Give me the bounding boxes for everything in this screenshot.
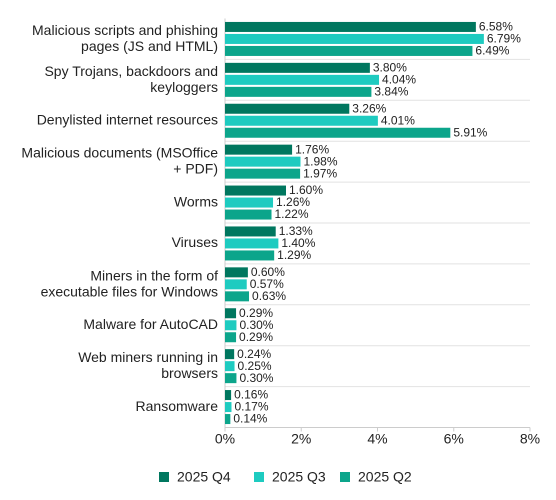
category-label: Web miners running in browsers: [78, 349, 218, 381]
value-label: 1.40%: [281, 236, 315, 250]
value-label: 0.30%: [239, 318, 273, 332]
value-label: 5.91%: [453, 125, 487, 139]
bar: [225, 402, 232, 413]
category-label: Malware for AutoCAD: [83, 316, 218, 332]
category-label: Miners in the form of executable files fo…: [41, 267, 219, 299]
value-label: 6.79%: [487, 32, 521, 46]
legend-label: 2025 Q3: [272, 469, 326, 485]
category-label: Worms: [174, 193, 218, 209]
x-tick-label: 4%: [367, 431, 387, 447]
value-label: 1.76%: [295, 142, 329, 156]
value-label: 0.24%: [237, 347, 271, 361]
bar: [225, 86, 372, 97]
value-label: 0.30%: [239, 371, 273, 385]
category-label: Malicious scripts and phishing pages (JS …: [32, 22, 218, 54]
legend-swatch: [254, 472, 264, 482]
bar: [225, 156, 301, 167]
value-label: 0.60%: [251, 265, 285, 279]
bar: [225, 45, 473, 56]
bar: [225, 21, 476, 32]
value-label: 6.49%: [475, 44, 509, 58]
x-tick-label: 2%: [291, 431, 311, 447]
value-label: 0.29%: [239, 306, 273, 320]
category-label: Malicious documents (MSOffice + PDF): [21, 144, 218, 176]
bar: [225, 308, 237, 319]
bar: [225, 390, 232, 401]
category-label: Ransomware: [136, 398, 219, 414]
value-label: 0.25%: [238, 359, 272, 373]
value-label: 3.80%: [373, 61, 407, 75]
bar: [225, 226, 276, 237]
bar: [225, 238, 279, 249]
value-label: 0.16%: [234, 388, 268, 402]
value-label: 0.14%: [233, 412, 267, 426]
value-label: 1.97%: [303, 166, 337, 180]
value-label: 4.01%: [381, 113, 415, 127]
bar: [225, 320, 237, 331]
bar: [225, 74, 380, 85]
value-label: 1.29%: [277, 248, 311, 262]
bar: [225, 127, 451, 138]
bar: [225, 349, 235, 360]
bar: [225, 361, 235, 372]
x-tick-label: 0%: [215, 431, 235, 447]
value-label: 0.57%: [250, 277, 284, 291]
bar: [225, 267, 248, 278]
legend-swatch: [340, 472, 350, 482]
value-label: 0.63%: [252, 289, 286, 303]
bar: [225, 332, 237, 343]
bar: [225, 168, 301, 179]
legend-label: 2025 Q2: [358, 469, 412, 485]
bar: [225, 279, 247, 290]
bar: [225, 414, 231, 425]
value-label: 6.58%: [479, 20, 513, 34]
category-label: Viruses: [172, 234, 218, 250]
bar: [225, 33, 484, 44]
legend-swatch: [159, 472, 169, 482]
bar: [225, 209, 272, 220]
bar: [225, 115, 378, 126]
value-label: 4.04%: [382, 73, 416, 87]
bar: [225, 250, 275, 261]
category-label: Spy Trojans, backdoors and keyloggers: [44, 63, 218, 95]
x-tick-label: 8%: [520, 431, 540, 447]
value-label: 3.84%: [374, 85, 408, 99]
value-label: 1.98%: [303, 154, 337, 168]
value-label: 0.17%: [234, 400, 268, 414]
value-label: 1.26%: [276, 195, 310, 209]
value-label: 1.33%: [279, 224, 313, 238]
bar: [225, 144, 293, 155]
bar: [225, 291, 250, 302]
value-label: 1.22%: [275, 207, 309, 221]
x-tick-label: 6%: [444, 431, 464, 447]
value-label: 0.29%: [239, 330, 273, 344]
value-label: 1.60%: [289, 183, 323, 197]
category-label: Denylisted internet resources: [37, 111, 218, 127]
bar: [225, 373, 237, 384]
value-label: 3.26%: [352, 101, 386, 115]
bar: [225, 103, 350, 114]
legend-label: 2025 Q4: [177, 469, 231, 485]
bar: [225, 62, 370, 73]
bar: [225, 185, 286, 196]
bar: [225, 197, 274, 208]
